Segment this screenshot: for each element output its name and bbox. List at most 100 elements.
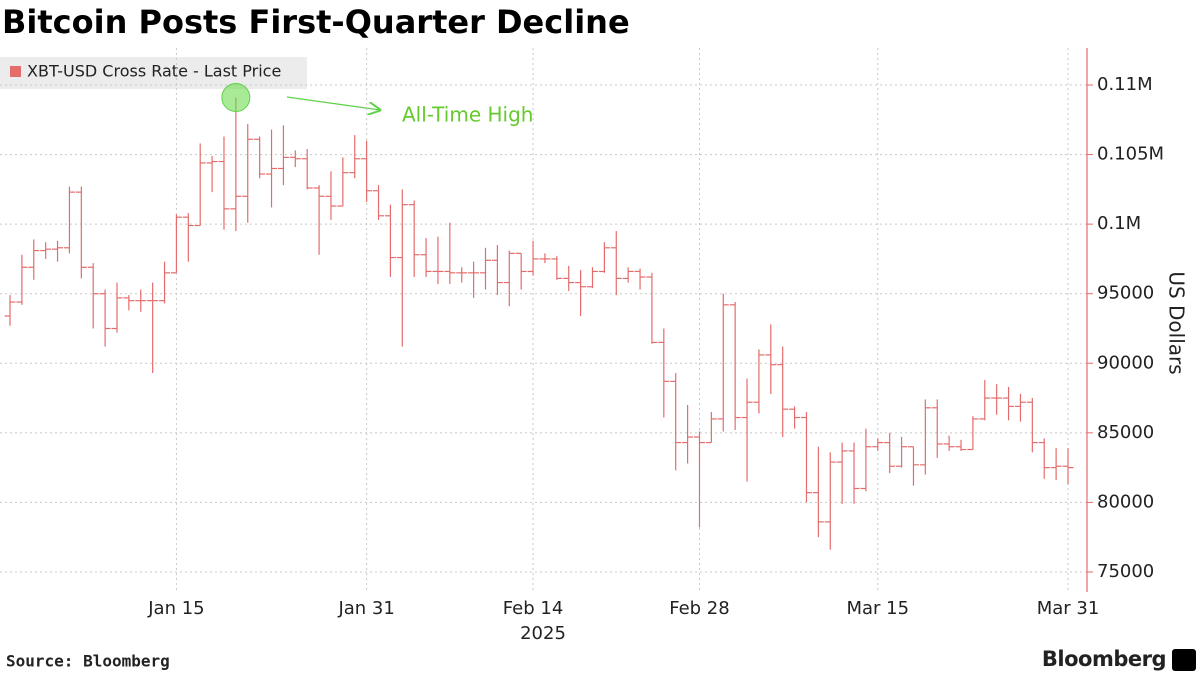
ohlc-bar [361,140,373,202]
y-tick-label: 0.11M [1097,74,1153,95]
annotation: All-Time High [402,103,533,127]
ohlc-bar [313,185,325,255]
source: Source: Bloomberg [6,652,170,671]
ohlc-bar [182,213,194,262]
ohlc-bar [432,236,444,284]
x-tick-label: Jan 31 [337,598,394,619]
ohlc-bar [575,270,587,316]
ohlc-bar [277,125,289,186]
ohlc-bar [301,149,313,190]
ohlc-bar [99,289,111,347]
y-tick-label: 80000 [1097,491,1154,512]
ohlc-bar [147,282,159,374]
ohlc-bar [40,242,52,259]
y-tick-label: 75000 [1097,561,1154,582]
ohlc-bar [325,171,337,220]
ohlc-bar [218,136,230,230]
ohlc-bar [337,157,349,207]
legend-swatch [10,66,21,77]
ohlc-bar [384,204,396,278]
ohlc-bar [527,240,539,276]
legend [0,57,307,89]
ohlc-bar [800,411,812,503]
ohlc-bar [1026,398,1038,453]
ohlc-bar [503,250,515,307]
ohlc-bar [753,349,765,414]
ohlc-bar [170,214,182,274]
annotation-marker [221,83,251,113]
ohlc-bar [777,346,789,438]
ohlc-bar [456,267,468,283]
ohlc-bar [551,256,563,280]
ohlc-bar [1038,438,1050,479]
ohlc-bar [16,254,28,305]
ohlc-bar [408,200,420,278]
ohlc-bar [586,267,598,289]
ohlc-bar [955,439,967,451]
ohlc-bar [254,136,266,179]
ohlc-bar [884,432,896,474]
ohlc-bar [396,189,408,347]
x-tick-label: Mar 31 [1037,598,1100,619]
ohlc-bar [52,240,64,262]
ohlc-bar [468,261,480,298]
ohlc-bar [824,452,836,550]
ohlc-bar [1050,448,1062,481]
ohlc-bar [135,289,147,312]
brand-icon [1172,649,1196,671]
ohlc-bar [860,428,872,492]
ohlc-bar [931,399,943,458]
ohlc-bar [194,143,206,227]
ohlc-bar [539,253,551,264]
ohlc-bar [28,239,40,280]
ohlc-bar [682,405,694,464]
ohlc-bar [979,379,991,421]
ohlc-bar [789,406,801,429]
ohlc-bar [4,295,16,326]
ohlc-bar [705,411,717,444]
y-tick-label: 90000 [1097,352,1154,373]
ohlc-bar [967,416,979,451]
ohlc-bar [991,384,1003,415]
ohlc-bar [610,231,622,296]
y-tick-label: 85000 [1097,422,1154,443]
ohlc-bar [729,302,741,431]
x-tick-label: Mar 15 [847,598,910,619]
y-tick-label: 0.1M [1097,213,1141,234]
annotation-arrow [286,96,380,110]
ohlc-bar [896,437,908,468]
ohlc-bar [349,135,361,179]
ohlc-bar [634,268,646,290]
brand: Bloomberg [1042,647,1166,671]
ohlc-bar [242,123,254,223]
ohlc-bar [480,247,492,290]
ohlc-bar [741,378,753,482]
ohlc-bar [598,242,610,273]
ohlc-bar [75,186,87,279]
ohlc-bar [230,97,242,232]
legend-label: XBT-USD Cross Rate - Last Price [27,62,281,81]
ohlc-bar [515,252,527,290]
ohlc-bar [563,265,575,291]
ohlc-bar [373,185,385,220]
ohlc-bar [717,293,729,432]
ohlc-bar [266,129,278,208]
ohlc-bar [289,150,301,168]
ohlc-bar [123,295,135,311]
ohlc-bar [848,442,860,504]
ohlc-bar [444,222,456,284]
x-tick-label: Feb 14 [503,598,564,619]
ohlc-bar [159,261,171,304]
y-axis-label: US Dollars [1165,271,1189,374]
ohlc-bar [206,155,218,193]
ohlc-bar [646,272,658,344]
ohlc-bar [943,435,955,451]
y-tick-label: 95000 [1097,283,1154,304]
ohlc-bar [658,328,670,418]
ohlc-bar [812,446,824,538]
x-axis-label: 2025 [520,623,566,644]
ohlc-bar [1062,448,1074,485]
ohlc-bar [1014,393,1026,422]
ohlc-bar [872,438,884,451]
